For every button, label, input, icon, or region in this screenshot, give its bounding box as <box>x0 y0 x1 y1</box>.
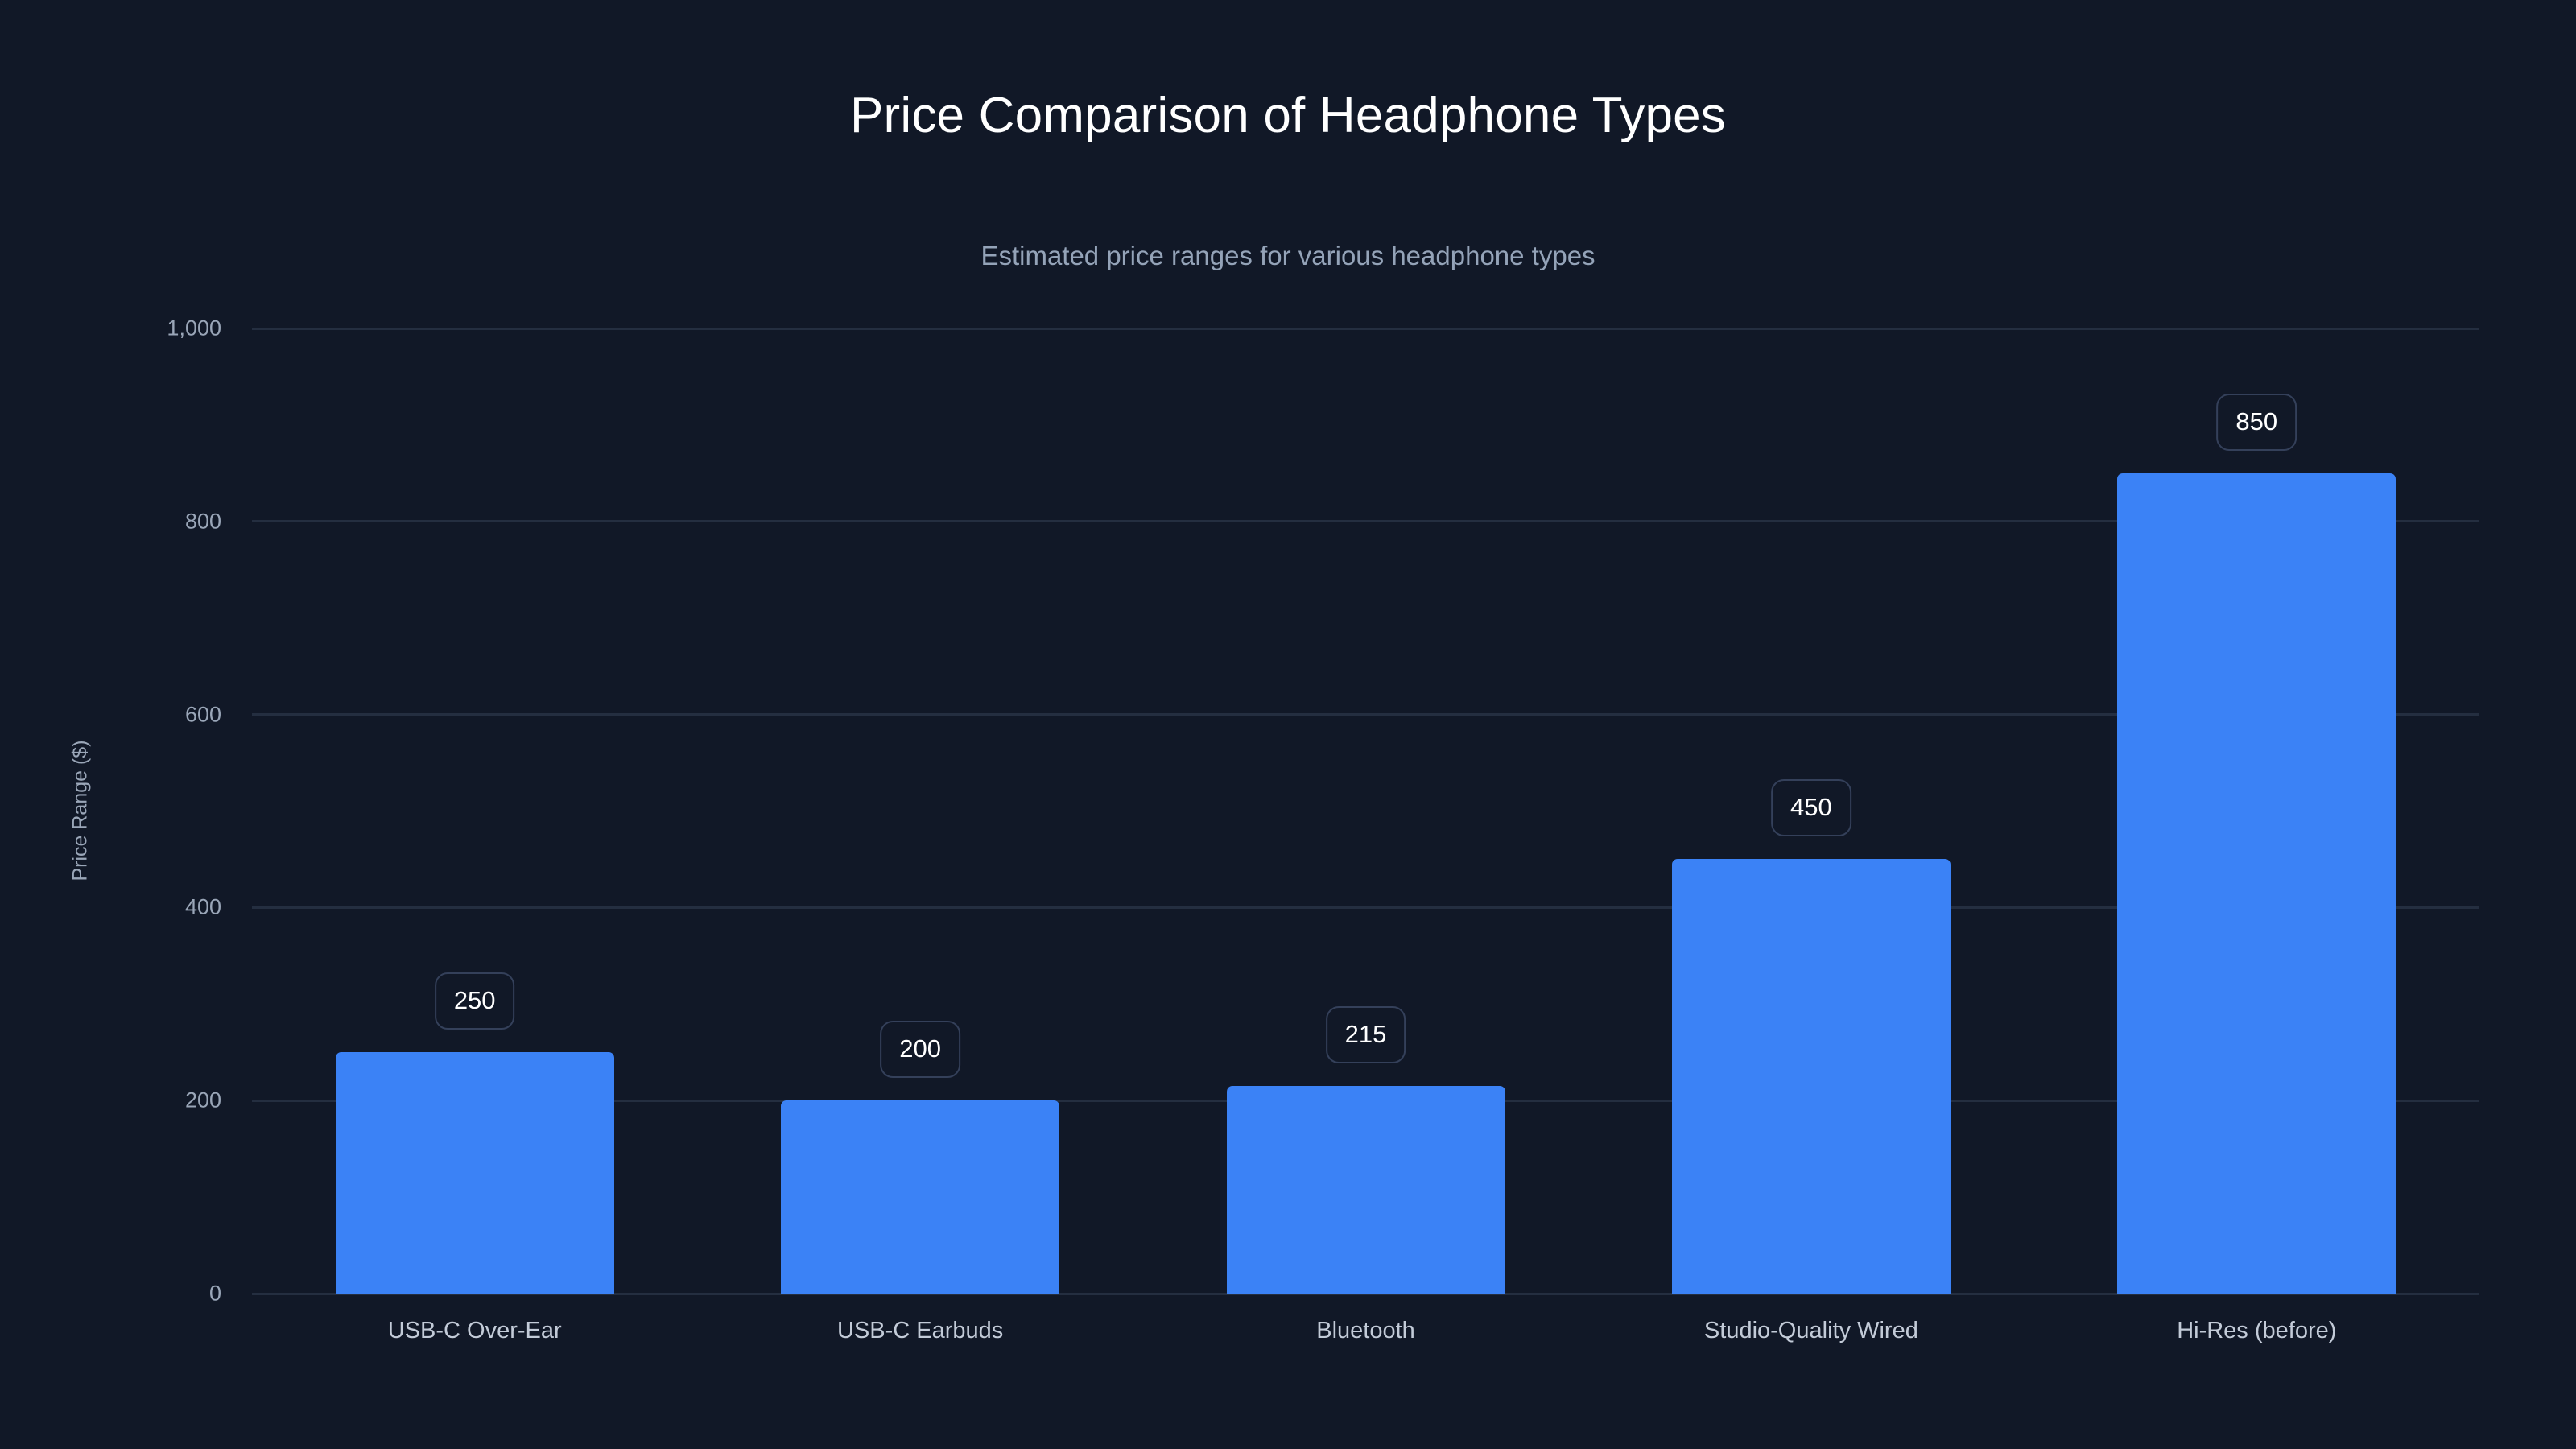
bar-value-label: 450 <box>1771 779 1852 837</box>
gridline <box>252 520 2479 523</box>
x-axis-category-label: Hi-Res (before) <box>2177 1318 2337 1344</box>
bar-value-label: 850 <box>2216 393 2297 451</box>
y-axis-tick-label: 1,000 <box>167 316 221 341</box>
gridline <box>252 713 2479 716</box>
y-axis-tick-label: 200 <box>184 1088 221 1113</box>
bar[interactable] <box>781 1100 1060 1294</box>
x-axis-category-label: Studio-Quality Wired <box>1703 1318 1918 1344</box>
bar[interactable] <box>335 1052 614 1294</box>
bar-group[interactable]: 850 Hi-Res (before) <box>2117 328 2396 1344</box>
y-axis-tick-label: 400 <box>184 894 221 919</box>
y-axis-tick-label: 800 <box>184 509 221 534</box>
gridline <box>252 327 2479 330</box>
chart-subtitle: Estimated price ranges for various headp… <box>980 241 1596 270</box>
bar-group[interactable]: 200 USB-C Earbuds <box>781 328 1060 1344</box>
x-axis-category-label: USB-C Earbuds <box>836 1318 1004 1344</box>
bar-group[interactable]: 250 USB-C Over-Ear <box>335 328 614 1344</box>
bar-value-label: 215 <box>1325 1006 1406 1064</box>
y-axis-tick-label: 600 <box>184 702 221 727</box>
bar-value-label: 200 <box>880 1021 960 1079</box>
x-axis-category-label: USB-C Over-Ear <box>387 1318 562 1344</box>
bar[interactable] <box>2117 473 2396 1294</box>
chart-title: Price Comparison of Headphone Types <box>849 88 1727 143</box>
bar-group[interactable]: 450 Studio-Quality Wired <box>1671 328 1951 1344</box>
bar-value-label: 250 <box>434 972 515 1030</box>
bar[interactable] <box>1226 1086 1505 1294</box>
y-axis-title: Price Range ($) <box>68 740 92 881</box>
bar[interactable] <box>1671 859 1951 1294</box>
gridline <box>252 1292 2479 1295</box>
gridline <box>252 906 2479 909</box>
bar-group[interactable]: 215 Bluetooth <box>1226 328 1505 1344</box>
x-axis-category-label: Bluetooth <box>1316 1318 1415 1344</box>
plot-area: 250 USB-C Over-Ear 200 USB-C Earbuds 215 Blue… <box>252 327 2479 1344</box>
y-axis-tick-label: 0 <box>208 1281 221 1306</box>
